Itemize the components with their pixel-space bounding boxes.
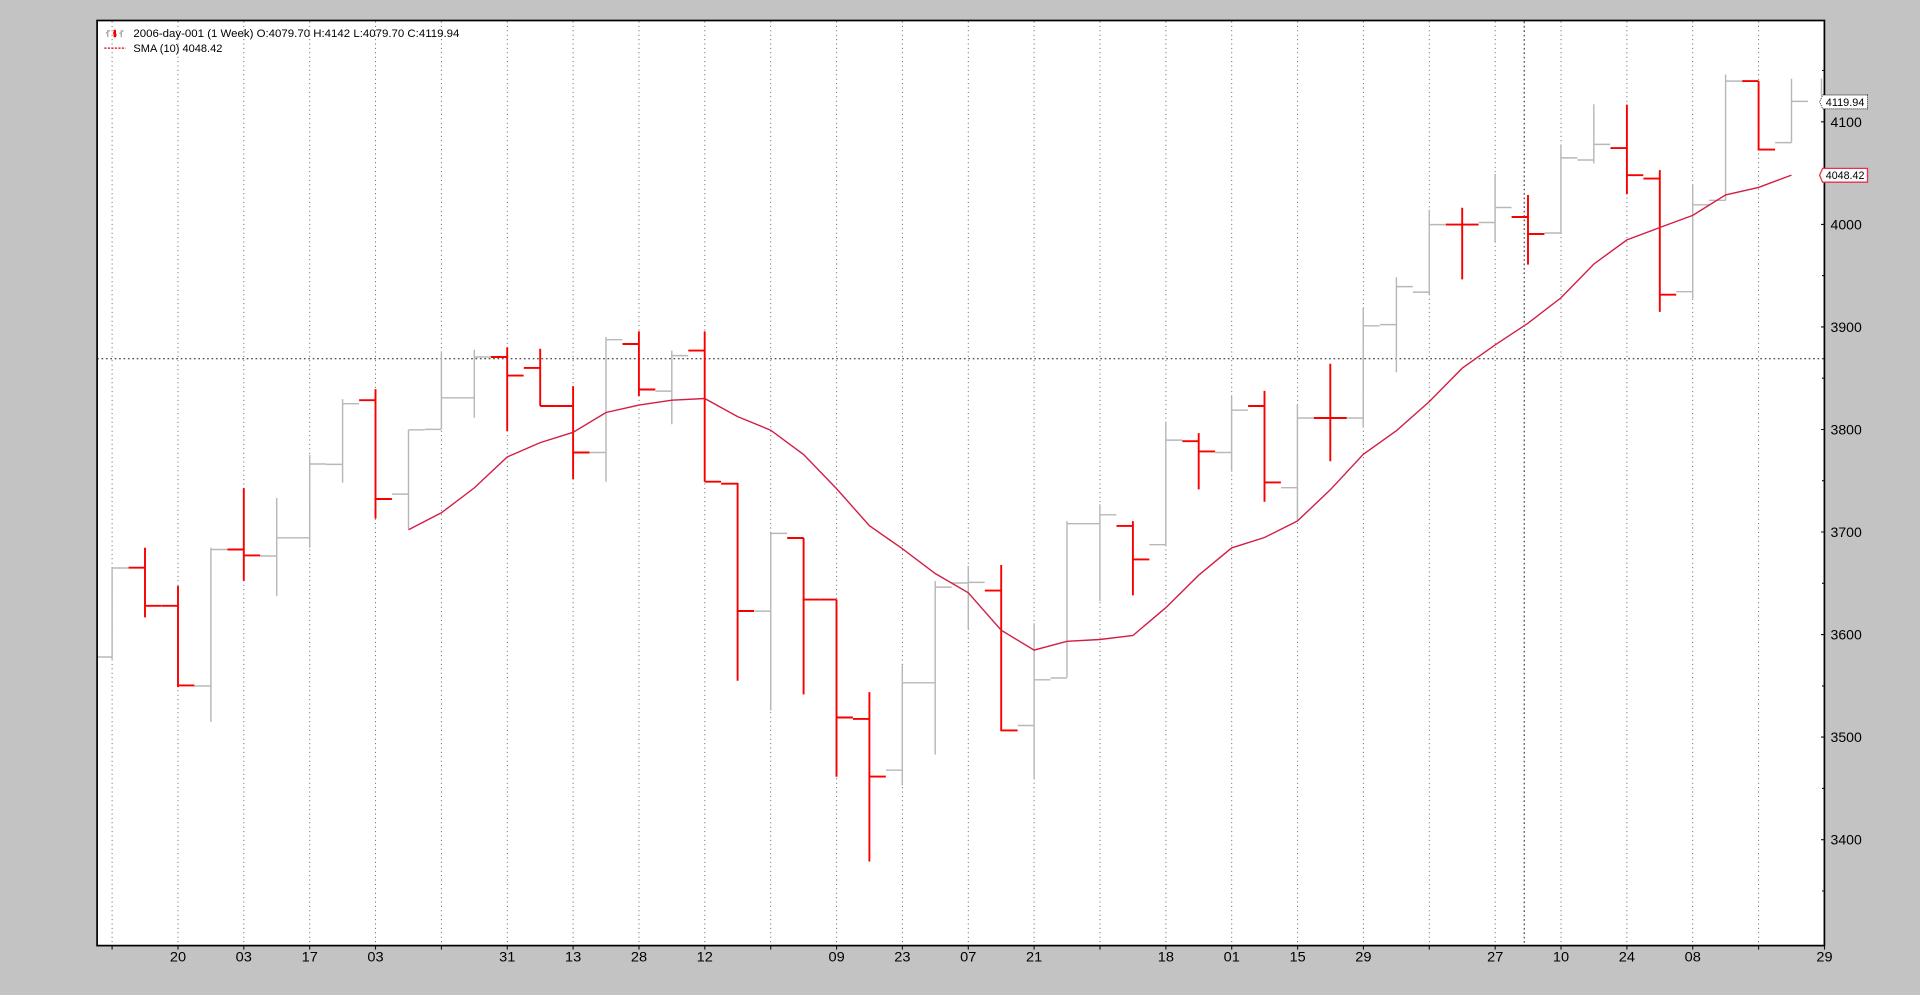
svg-text:24: 24 [1619, 949, 1635, 965]
svg-text:03: 03 [367, 949, 383, 965]
svg-text:SMA (10) 4048.42: SMA (10) 4048.42 [133, 43, 222, 55]
svg-text:4100: 4100 [1831, 114, 1863, 130]
svg-text:4048.42: 4048.42 [1826, 170, 1865, 182]
svg-text:31: 31 [499, 949, 515, 965]
svg-text:12: 12 [697, 949, 713, 965]
svg-text:3700: 3700 [1831, 524, 1863, 540]
svg-text:29: 29 [1355, 949, 1371, 965]
svg-text:01: 01 [1224, 949, 1240, 965]
svg-text:29: 29 [1816, 949, 1832, 965]
svg-text:3800: 3800 [1831, 422, 1863, 438]
svg-text:23: 23 [894, 949, 910, 965]
svg-text:21: 21 [1026, 949, 1042, 965]
svg-text:2006-day-001 (1 Week) O:4079.7: 2006-day-001 (1 Week) O:4079.70 H:4142 L… [133, 28, 459, 40]
svg-text:09: 09 [829, 949, 845, 965]
svg-text:07: 07 [960, 949, 976, 965]
svg-text:08: 08 [1685, 949, 1701, 965]
svg-text:13: 13 [565, 949, 581, 965]
svg-text:20: 20 [170, 949, 186, 965]
svg-text:18: 18 [1158, 949, 1174, 965]
svg-text:15: 15 [1290, 949, 1306, 965]
svg-text:4119.94: 4119.94 [1826, 97, 1865, 109]
svg-text:17: 17 [302, 949, 318, 965]
svg-text:03: 03 [236, 949, 252, 965]
svg-text:3600: 3600 [1831, 627, 1863, 643]
svg-text:3400: 3400 [1831, 832, 1863, 848]
svg-text:3500: 3500 [1831, 729, 1863, 745]
svg-text:4000: 4000 [1831, 216, 1863, 232]
svg-text:10: 10 [1553, 949, 1569, 965]
svg-text:27: 27 [1487, 949, 1503, 965]
svg-text:28: 28 [631, 949, 647, 965]
svg-text:3900: 3900 [1831, 319, 1863, 335]
